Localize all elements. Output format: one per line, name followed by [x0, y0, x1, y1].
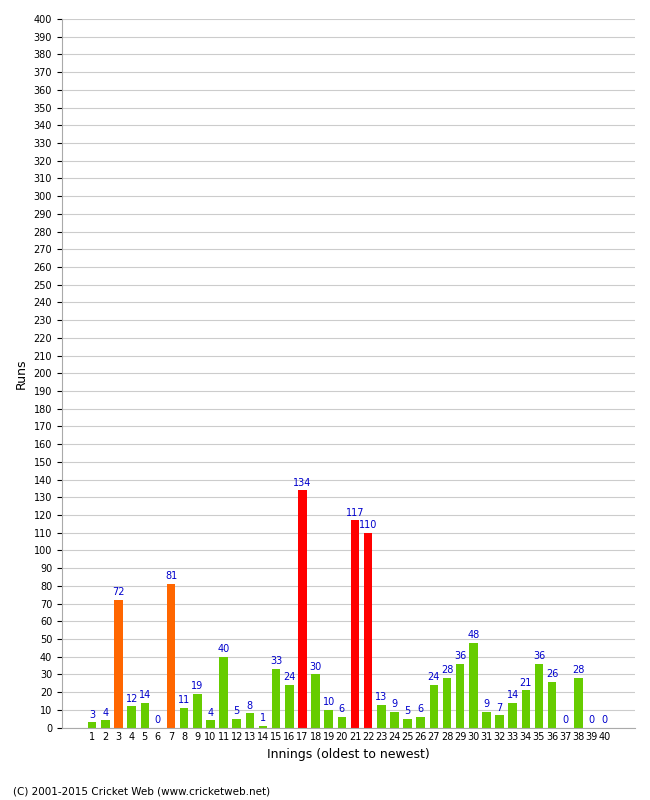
Text: 26: 26	[546, 669, 558, 679]
Bar	[167, 584, 176, 727]
Text: 33: 33	[270, 657, 282, 666]
Text: 0: 0	[155, 715, 161, 725]
Y-axis label: Runs: Runs	[15, 358, 28, 389]
Bar	[482, 712, 491, 727]
Text: 19: 19	[191, 682, 203, 691]
Bar	[246, 714, 254, 727]
Text: 36: 36	[533, 651, 545, 661]
Bar	[259, 726, 267, 727]
Text: 24: 24	[428, 673, 440, 682]
Bar	[233, 718, 241, 727]
Bar	[495, 715, 504, 727]
Bar	[140, 702, 149, 727]
Text: 7: 7	[497, 702, 502, 713]
Text: 13: 13	[375, 692, 387, 702]
Text: 6: 6	[418, 704, 424, 714]
Bar	[508, 702, 517, 727]
Text: 81: 81	[165, 571, 177, 582]
Bar	[574, 678, 582, 727]
Bar	[456, 664, 464, 727]
Bar	[193, 694, 202, 727]
Text: 24: 24	[283, 673, 296, 682]
Text: 6: 6	[339, 704, 345, 714]
Text: 0: 0	[588, 715, 595, 725]
Text: 134: 134	[293, 478, 311, 487]
Bar	[180, 708, 188, 727]
Bar	[285, 685, 294, 727]
X-axis label: Innings (oldest to newest): Innings (oldest to newest)	[267, 748, 430, 761]
Bar	[377, 705, 385, 727]
Text: 4: 4	[102, 708, 109, 718]
Bar	[390, 712, 398, 727]
Text: 72: 72	[112, 587, 125, 598]
Bar	[351, 520, 359, 727]
Text: 14: 14	[138, 690, 151, 700]
Bar	[430, 685, 438, 727]
Bar	[219, 657, 228, 727]
Bar	[364, 533, 372, 727]
Text: 11: 11	[178, 695, 190, 706]
Text: 21: 21	[519, 678, 532, 688]
Text: 5: 5	[233, 706, 240, 716]
Text: 1: 1	[260, 713, 266, 723]
Bar	[127, 706, 136, 727]
Text: 30: 30	[309, 662, 322, 672]
Bar	[114, 600, 123, 727]
Text: 117: 117	[346, 508, 364, 518]
Bar	[272, 669, 280, 727]
Bar	[298, 490, 307, 727]
Text: 0: 0	[602, 715, 608, 725]
Text: 9: 9	[391, 699, 398, 709]
Bar	[548, 682, 556, 727]
Bar	[337, 717, 346, 727]
Text: 28: 28	[441, 666, 453, 675]
Text: 48: 48	[467, 630, 480, 640]
Text: 0: 0	[562, 715, 568, 725]
Text: 8: 8	[247, 701, 253, 710]
Bar	[535, 664, 543, 727]
Text: 28: 28	[572, 666, 584, 675]
Bar	[206, 721, 215, 727]
Bar	[469, 642, 478, 727]
Text: 9: 9	[484, 699, 489, 709]
Bar	[521, 690, 530, 727]
Text: 110: 110	[359, 520, 378, 530]
Text: 3: 3	[89, 710, 96, 720]
Text: 5: 5	[404, 706, 411, 716]
Text: 14: 14	[506, 690, 519, 700]
Text: 4: 4	[207, 708, 214, 718]
Bar	[403, 718, 412, 727]
Text: 12: 12	[125, 694, 138, 704]
Bar	[443, 678, 451, 727]
Bar	[324, 710, 333, 727]
Text: (C) 2001-2015 Cricket Web (www.cricketweb.net): (C) 2001-2015 Cricket Web (www.cricketwe…	[13, 786, 270, 796]
Text: 40: 40	[218, 644, 229, 654]
Bar	[101, 721, 110, 727]
Bar	[88, 722, 96, 727]
Text: 10: 10	[322, 698, 335, 707]
Text: 36: 36	[454, 651, 466, 661]
Bar	[311, 674, 320, 727]
Bar	[417, 717, 425, 727]
